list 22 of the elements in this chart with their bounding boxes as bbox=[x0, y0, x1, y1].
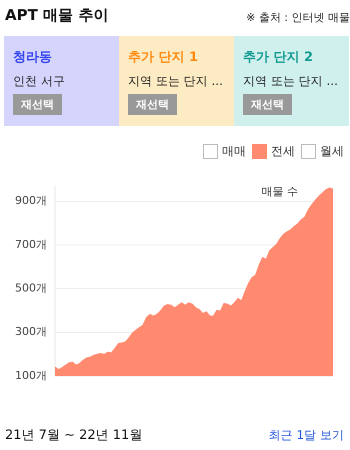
y-axis-title: 매물 수 bbox=[262, 184, 298, 199]
y-tick-label: 100개 bbox=[15, 368, 47, 382]
text: 추가 단지 1 bbox=[128, 49, 198, 66]
text: 인천 서구 bbox=[13, 73, 65, 90]
text: 지역 또는 단지 ... bbox=[128, 73, 223, 90]
text: ※ 출처 : 인터넷 매물 bbox=[246, 10, 350, 25]
text: 21년 7월 ~ 22년 11월 bbox=[5, 427, 142, 444]
y-tick-label: 500개 bbox=[15, 282, 47, 295]
y-tick-label: 700개 bbox=[15, 238, 47, 251]
text: 최근 1달 보기 bbox=[268, 427, 344, 444]
reselect-button: 재선택 bbox=[243, 94, 292, 115]
reselect-button: 재선택 bbox=[13, 94, 62, 115]
reselect-button: 재선택 bbox=[128, 94, 177, 115]
chart-title: APT 매물 추이 bbox=[5, 6, 108, 25]
legend-label: 매매 bbox=[221, 143, 246, 160]
text: 청라동 bbox=[13, 49, 52, 66]
legend-label: 월세 bbox=[319, 143, 344, 160]
text: 지역 또는 단지 ... bbox=[243, 73, 338, 90]
y-tick-label: 900개 bbox=[15, 194, 47, 208]
legend-label: 전세 bbox=[270, 143, 295, 160]
y-tick-label: 300개 bbox=[15, 325, 47, 338]
text: 추가 단지 2 bbox=[243, 49, 314, 66]
